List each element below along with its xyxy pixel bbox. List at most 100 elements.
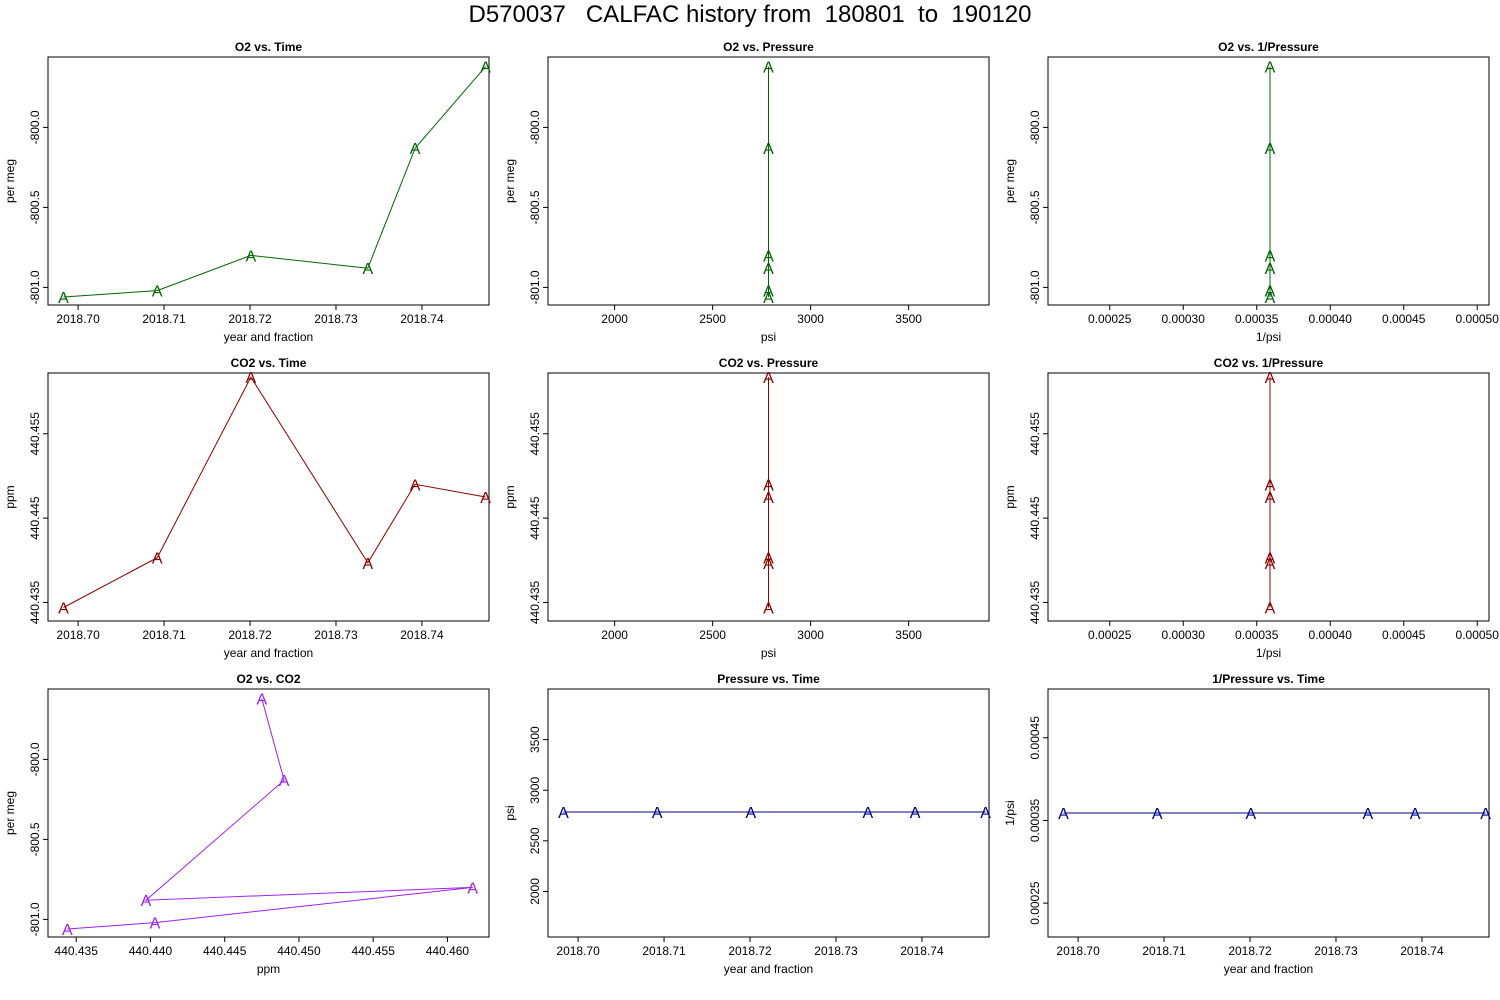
y-tick-label: -800.5	[1028, 190, 1042, 224]
data-point: A	[1362, 806, 1373, 823]
data-point: A	[410, 477, 421, 494]
data-point: A	[1265, 141, 1276, 158]
y-tick-label: -801.0	[28, 902, 42, 936]
panel-co2-vs-pressure: CO2 vs. Pressure 2000 2500 3000 3500 440.435 4…	[503, 356, 990, 660]
x-tick-label: 3500	[895, 312, 922, 326]
y-tick-label: -801.0	[1028, 270, 1042, 304]
panel-title: CO2 vs. Time	[231, 356, 307, 370]
data-point: A	[152, 284, 163, 301]
series-line	[63, 376, 486, 608]
x-tick-label: 0.00025	[1088, 628, 1132, 642]
y-tick-label: -800.0	[1028, 110, 1042, 144]
x-tick-label: 2018.72	[228, 628, 272, 642]
data-point: A	[58, 601, 69, 618]
x-tick-label: 2018.72	[728, 944, 772, 958]
data-point: A	[1265, 556, 1276, 573]
data-point: A	[410, 141, 421, 158]
x-tick-label: 0.00025	[1088, 312, 1132, 326]
x-tick-label: 0.00045	[1382, 628, 1426, 642]
x-axis-label: year and fraction	[224, 330, 313, 344]
x-tick-label: 2018.74	[400, 628, 444, 642]
y-tick-label: 440.435	[1028, 580, 1042, 624]
y-axis-label: per meg	[503, 159, 517, 203]
main-title: D570037 CALFAC history from 180801 to 19…	[468, 1, 1032, 28]
data-point: A	[1265, 370, 1276, 387]
panel-co2-vs-inv-pressure: CO2 vs. 1/Pressure 0.00025 0.00030 0.00035 0…	[1003, 356, 1499, 660]
y-axis-label: per meg	[3, 159, 17, 203]
y-tick-label: 440.445	[1028, 496, 1042, 540]
plot-frame	[47, 56, 490, 306]
y-axis-label: per meg	[1003, 159, 1017, 203]
panel-title: O2 vs. Pressure	[723, 40, 814, 54]
x-tick-label: 3500	[895, 628, 922, 642]
x-tick-label: 0.00050	[1456, 312, 1500, 326]
data-point: A	[763, 261, 774, 278]
x-tick-label: 2000	[601, 628, 628, 642]
panel-inv-pressure-vs-time: 1/Pressure vs. Time 2018.70 2018.71 2018.72…	[1003, 672, 1491, 976]
y-tick-label: -800.5	[28, 822, 42, 856]
x-axis-label: psi	[761, 646, 776, 660]
data-point: A	[1265, 248, 1276, 265]
x-tick-label: 440.450	[277, 944, 321, 958]
data-point: A	[980, 805, 991, 822]
data-point: A	[763, 601, 774, 618]
data-point: A	[1265, 261, 1276, 278]
data-point: A	[763, 248, 774, 265]
x-tick-label: 2018.71	[142, 628, 186, 642]
data-point: A	[362, 261, 373, 278]
y-tick-label: 440.455	[28, 412, 42, 456]
x-tick-label: 440.460	[426, 944, 470, 958]
data-point: A	[763, 141, 774, 158]
y-tick-label: 3000	[528, 777, 542, 804]
data-point: A	[1265, 477, 1276, 494]
x-tick-label: 2018.71	[1142, 944, 1186, 958]
x-tick-label: 2500	[699, 312, 726, 326]
data-point: A	[152, 551, 163, 568]
data-point: A	[1058, 806, 1069, 823]
panel-title: 1/Pressure vs. Time	[1212, 672, 1325, 686]
y-tick-label: -800.0	[528, 110, 542, 144]
panel-title: Pressure vs. Time	[717, 672, 820, 686]
x-tick-label: 2000	[601, 312, 628, 326]
data-point: A	[362, 556, 373, 573]
data-point: A	[150, 916, 161, 933]
x-tick-label: 440.445	[203, 944, 247, 958]
panel-title: CO2 vs. 1/Pressure	[1214, 356, 1324, 370]
panel-o2-vs-pressure: O2 vs. Pressure 2000 2500 3000 3500 -800.0 -80…	[503, 40, 990, 344]
x-tick-label: 2018.71	[142, 312, 186, 326]
x-axis-label: year and fraction	[1224, 962, 1313, 976]
y-tick-label: 440.445	[528, 496, 542, 540]
panel-o2-vs-inv-pressure: O2 vs. 1/Pressure 0.00025 0.00030 0.00035 0.…	[1003, 40, 1499, 344]
y-tick-label: 0.00025	[1028, 881, 1042, 925]
x-tick-label: 0.00040	[1309, 312, 1353, 326]
plot-frame	[547, 56, 990, 306]
x-axis-label: year and fraction	[224, 646, 313, 660]
data-point: A	[763, 556, 774, 573]
panel-pressure-vs-time: Pressure vs. Time 2018.70 2018.71 2018.72 20…	[503, 672, 991, 976]
x-tick-label: 440.440	[129, 944, 173, 958]
x-tick-label: 2018.74	[400, 312, 444, 326]
x-tick-label: 2018.73	[814, 944, 858, 958]
panel-title: O2 vs. CO2	[236, 672, 300, 686]
data-point: A	[558, 805, 569, 822]
x-axis-label: psi	[761, 330, 776, 344]
data-point: A	[1246, 806, 1257, 823]
x-tick-label: 2018.73	[1314, 944, 1358, 958]
x-tick-label: 2018.72	[228, 312, 272, 326]
panel-title: O2 vs. 1/Pressure	[1218, 40, 1319, 54]
x-axis-label: ppm	[257, 962, 280, 976]
x-tick-label: 3000	[797, 628, 824, 642]
y-tick-label: 2500	[528, 827, 542, 854]
y-tick-label: -801.0	[528, 270, 542, 304]
y-axis-label: ppm	[503, 485, 517, 508]
x-axis-label: 1/psi	[1256, 330, 1281, 344]
data-point: A	[480, 490, 491, 507]
data-point: A	[862, 805, 873, 822]
data-point: A	[58, 290, 69, 307]
plot-frame	[47, 688, 490, 938]
y-axis-label: psi	[503, 805, 517, 820]
x-tick-label: 0.00050	[1456, 628, 1500, 642]
plot-frame	[547, 372, 990, 622]
data-point: A	[763, 284, 774, 301]
